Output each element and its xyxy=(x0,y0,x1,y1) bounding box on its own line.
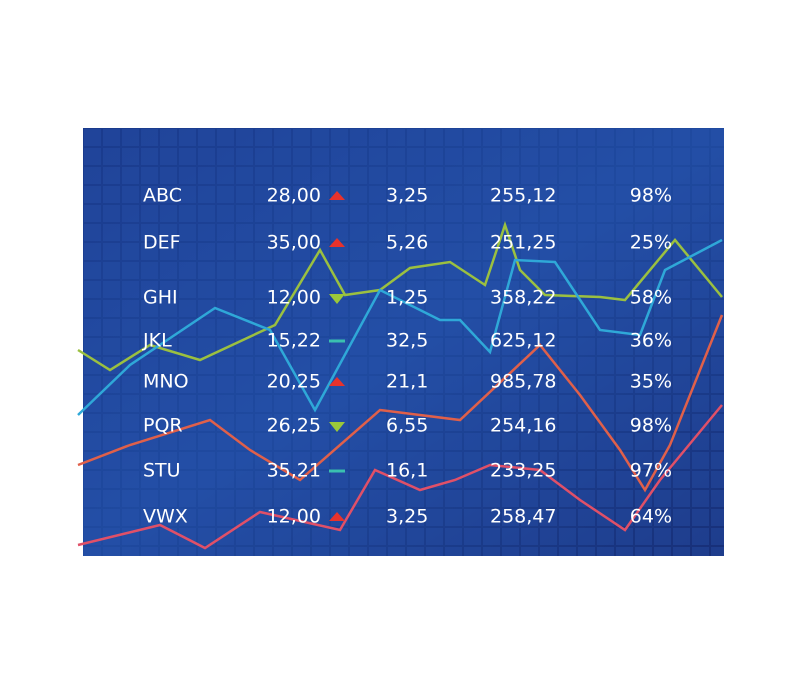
line xyxy=(77,238,723,416)
change: 1,25 xyxy=(386,287,428,309)
price: 12,00 xyxy=(267,506,321,528)
value: 251,25 xyxy=(490,232,556,254)
ticker: VWX xyxy=(143,506,188,528)
line xyxy=(77,221,723,372)
price: 26,25 xyxy=(267,415,321,437)
value: 358,22 xyxy=(490,287,556,309)
percent: 97% xyxy=(630,460,672,482)
decorative-lines xyxy=(77,221,724,550)
value: 258,47 xyxy=(490,506,556,528)
percent: 58% xyxy=(630,287,672,309)
percent: 64% xyxy=(630,506,672,528)
trend-flat xyxy=(329,339,345,343)
price: 20,25 xyxy=(267,371,321,393)
trend-flat xyxy=(329,469,345,473)
percent: 36% xyxy=(630,330,672,352)
price: 35,21 xyxy=(267,460,321,482)
trend-up xyxy=(329,377,345,386)
price: 12,00 xyxy=(267,287,321,309)
change: 32,5 xyxy=(386,330,428,352)
price: 15,22 xyxy=(267,330,321,352)
ticker: STU xyxy=(143,460,181,482)
change: 3,25 xyxy=(386,185,428,207)
trend-down xyxy=(329,422,345,432)
ticker: PQR xyxy=(143,415,183,437)
line xyxy=(77,314,724,493)
value: 254,16 xyxy=(490,415,556,437)
value: 985,78 xyxy=(490,371,556,393)
value: 255,12 xyxy=(490,185,556,207)
trend-up xyxy=(329,512,345,521)
trend-up xyxy=(329,191,345,200)
ticker: GHI xyxy=(143,287,178,309)
ticker: MNO xyxy=(143,371,189,393)
ticker: ABC xyxy=(143,185,182,207)
value: 625,12 xyxy=(490,330,556,352)
price: 35,00 xyxy=(267,232,321,254)
change: 5,26 xyxy=(386,232,428,254)
percent: 98% xyxy=(630,185,672,207)
ticker: JKL xyxy=(142,330,172,352)
percent: 35% xyxy=(630,371,672,393)
trend-down xyxy=(329,294,345,304)
rows: ABC 28,00 3,25 255,12 98% DEF 35,00 5,26 251,25 2… xyxy=(142,185,672,528)
price: 28,00 xyxy=(267,185,321,207)
percent: 25% xyxy=(630,232,672,254)
value: 233,25 xyxy=(490,460,556,482)
line xyxy=(77,404,723,550)
ticker: DEF xyxy=(143,232,181,254)
percent: 98% xyxy=(630,415,672,437)
trend-up xyxy=(329,238,345,247)
change: 21,1 xyxy=(386,371,428,393)
change: 6,55 xyxy=(386,415,428,437)
grid xyxy=(83,128,724,556)
change: 16,1 xyxy=(386,460,428,482)
change: 3,25 xyxy=(386,506,428,528)
